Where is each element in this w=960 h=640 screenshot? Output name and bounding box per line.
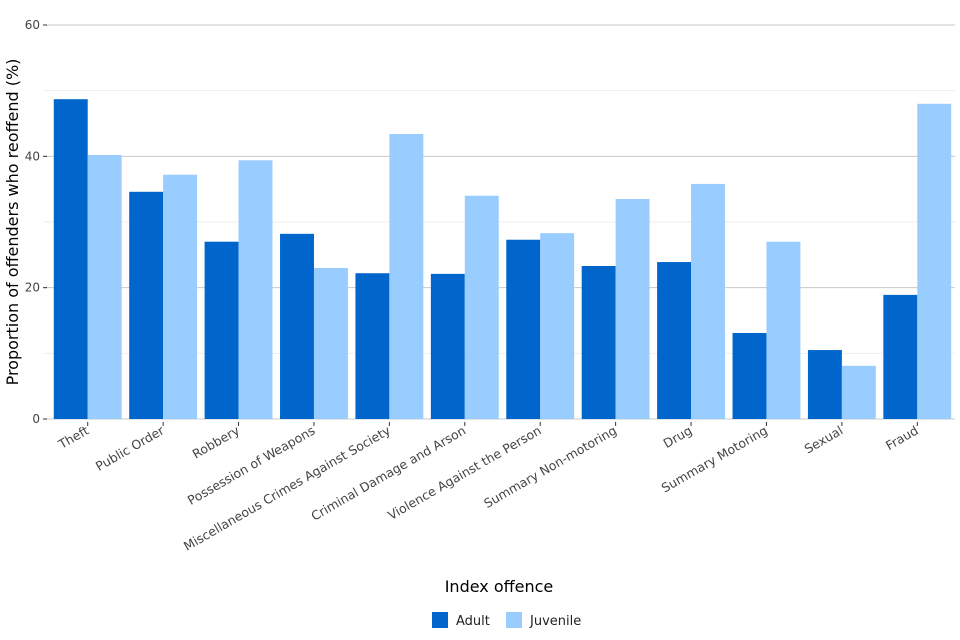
x-tick-label: Sexual [802,423,846,457]
y-tick-label: 40 [25,149,40,163]
bar-adult [883,294,918,419]
y-tick-label: 20 [25,281,40,295]
x-tick-label: Summary Non-motoring [481,423,619,511]
bar-adult [355,273,390,419]
x-axis-title: Index offence [445,577,554,596]
bar-juvenile [389,134,424,420]
bar-adult [506,239,541,419]
x-tick-label: Drug [661,423,695,451]
legend: Adult Juvenile [432,612,581,629]
bar-adult [129,191,164,419]
bar-adult [581,265,616,419]
x-tick-label: Possession of Weapons [185,423,318,508]
y-tick-label: 60 [25,18,40,32]
bar-adult [807,350,842,419]
bar-juvenile [238,160,273,420]
bar-juvenile [615,199,650,419]
x-tick-label: Theft [55,423,91,453]
y-axis-ticks: 0 20 40 60 [25,18,47,426]
x-tick-label: Fraud [883,423,921,453]
bar-juvenile [540,233,575,419]
bar-juvenile [464,195,499,419]
bar-adult [204,241,239,419]
bar-juvenile [163,174,198,419]
legend-swatch-adult [432,612,448,628]
legend-label: Adult [456,614,490,629]
y-axis-title: Proportion of offenders who reoffend (%) [3,59,22,386]
bar-juvenile [917,103,952,420]
x-tick-label: Robbery [190,422,243,461]
bars [53,99,952,420]
bar-adult [430,273,465,419]
legend-swatch-juvenile [506,612,522,628]
x-tick-label: Public Order [93,422,167,474]
bar-juvenile [841,365,876,419]
y-tick-label: 0 [32,412,40,426]
bar-juvenile [691,183,725,419]
bar-adult [280,233,314,419]
bar-juvenile [313,267,348,419]
bar-juvenile [766,241,801,419]
bar-adult [657,262,692,419]
bar-adult [53,99,88,419]
bar-juvenile [87,155,122,419]
legend-label: Juvenile [529,614,581,629]
bar-adult [732,332,767,419]
